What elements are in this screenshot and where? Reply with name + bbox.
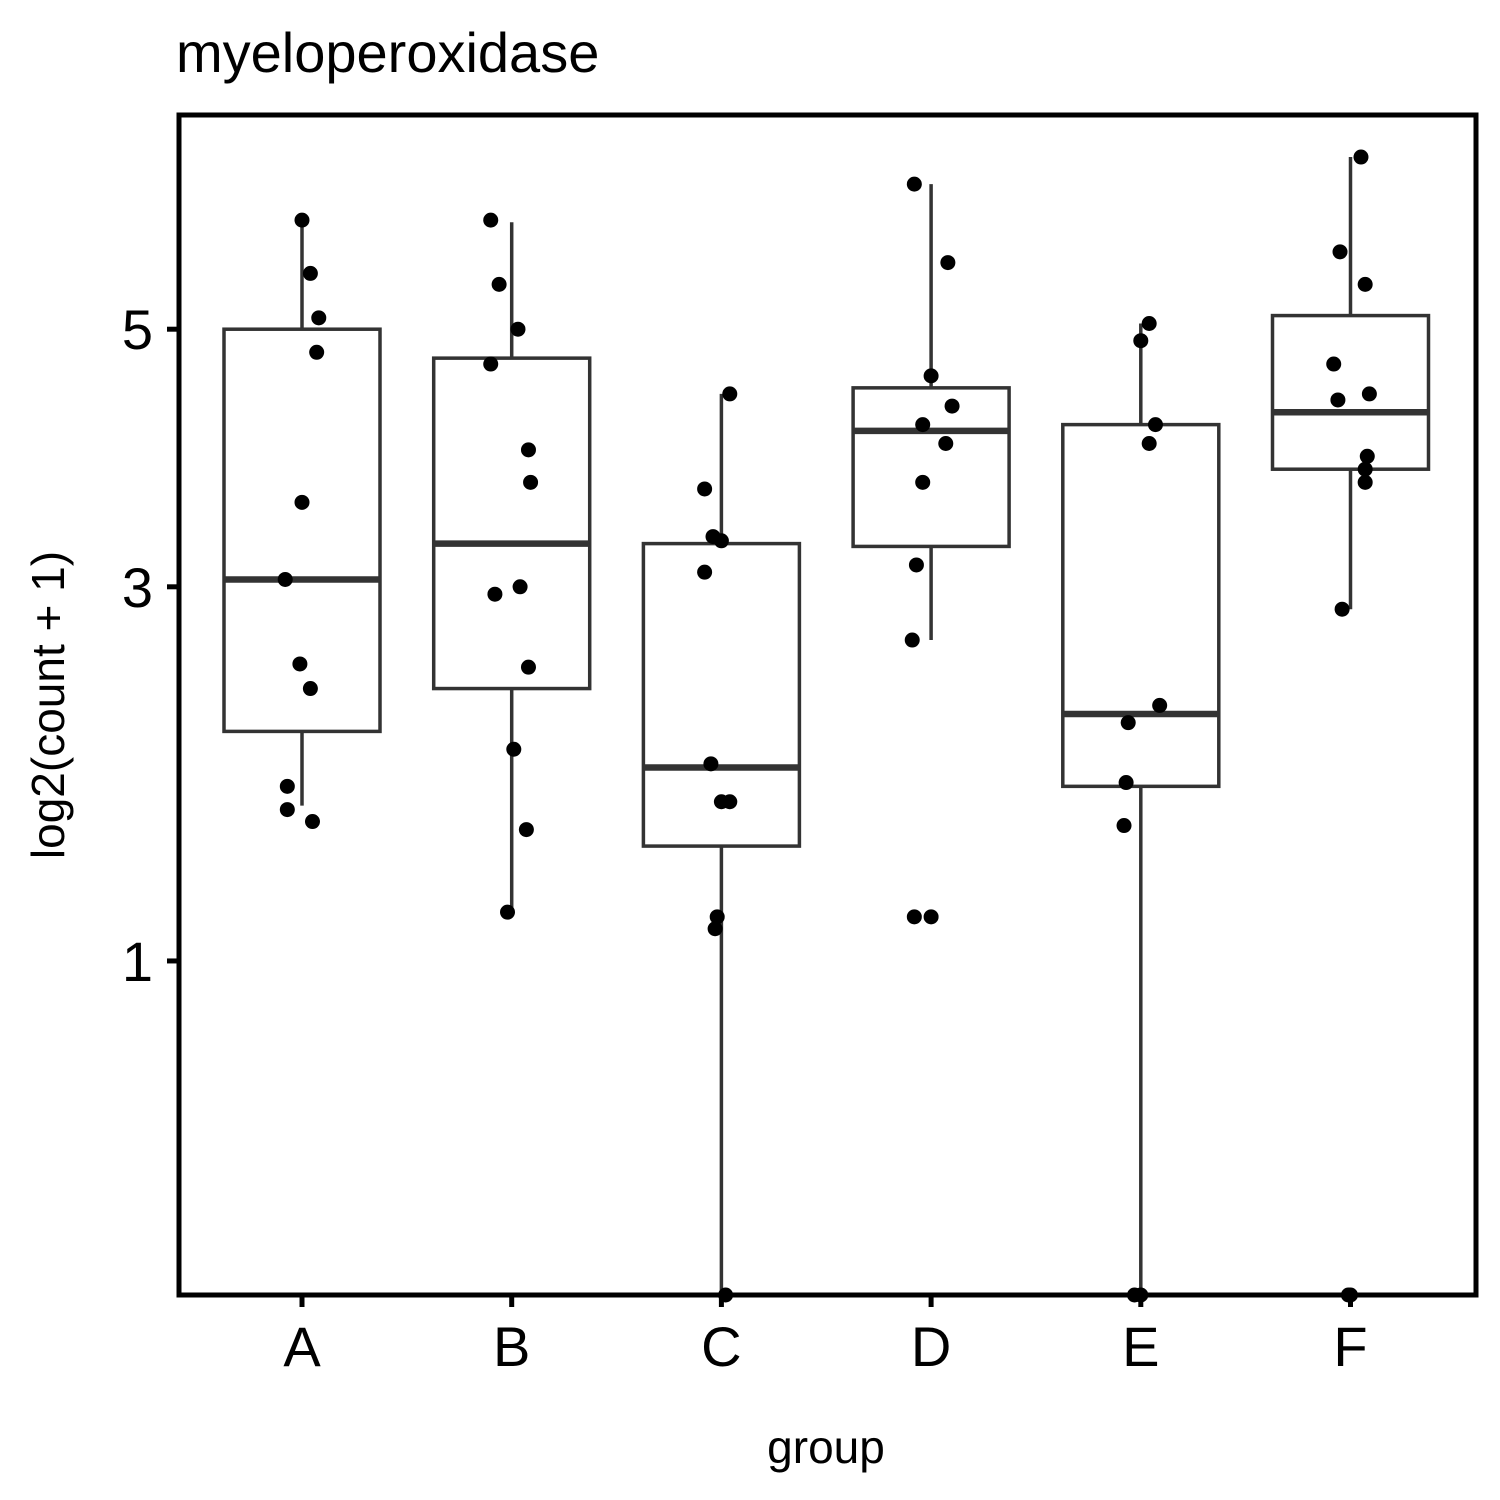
data-point-B [483,356,499,372]
data-point-A [294,494,310,510]
data-point-F [1326,356,1342,372]
data-point-C [722,794,738,810]
data-point-D [906,176,922,192]
data-point-B [491,276,507,292]
data-point-C [697,481,713,497]
y-tick-label: 1 [122,930,153,993]
plot-frame [176,112,1479,1298]
data-point-A [302,265,318,281]
boxes-layer [222,157,1431,1295]
box-D [851,184,1011,641]
data-point-B [523,474,539,490]
data-point-F [1332,244,1348,260]
x-tick-label: F [1333,1315,1367,1378]
data-point-D [906,909,922,925]
data-point-D [940,255,956,271]
x-tick-label: E [1122,1315,1159,1378]
data-point-E [1118,775,1134,791]
y-tick-label: 3 [122,556,153,619]
data-point-B [518,822,534,838]
data-point-A [302,681,318,697]
box-F [1270,157,1431,610]
y-tick-label: 5 [122,298,153,361]
x-axis: A B C D E F [283,1295,1368,1378]
data-point-F [1357,474,1373,490]
data-point-E [1141,435,1157,451]
data-point-D [908,557,924,573]
data-point-D [915,417,931,433]
data-point-E [1141,316,1157,332]
data-point-B [520,442,536,458]
data-point-F [1359,448,1375,464]
data-point-C [722,386,738,402]
data-point-E [1116,818,1132,834]
data-point-D [923,368,939,384]
data-point-F [1357,276,1373,292]
box-C [641,393,802,1295]
data-point-F [1361,386,1377,402]
data-point-D [938,435,954,451]
iqr-box [1061,422,1221,789]
data-point-A [304,814,320,830]
data-point-C [697,564,713,580]
data-point-B [500,904,516,920]
x-axis-label: group [767,1421,885,1473]
x-tick-label: B [493,1315,530,1378]
data-point-D [944,398,960,414]
box-A [222,220,382,806]
data-point-A [309,344,325,360]
y-axis-label: log2(count + 1) [22,551,74,859]
data-point-D [915,474,931,490]
data-point-B [506,741,522,757]
box-E [1061,323,1221,1295]
data-point-C [713,533,729,549]
iqr-box [431,356,592,691]
data-point-C [709,909,725,925]
data-point-B [510,321,526,337]
data-point-A [279,802,295,818]
iqr-box [851,386,1011,549]
data-point-D [923,909,939,925]
data-point-C [707,921,723,937]
data-point-F [1334,601,1350,617]
x-tick-label: D [911,1315,951,1378]
data-point-C [703,756,719,772]
data-point-A [311,310,327,326]
data-point-A [277,571,293,587]
data-point-F [1330,392,1346,408]
x-tick-label: C [701,1315,741,1378]
data-point-B [520,659,536,675]
data-point-A [292,656,308,672]
data-point-B [483,212,499,228]
data-point-F [1353,149,1369,165]
data-point-E [1147,417,1163,433]
x-tick-label: A [283,1315,321,1378]
data-point-D [904,632,920,648]
data-point-F [1357,461,1373,477]
data-point-B [487,586,503,602]
data-point-E [1152,697,1168,713]
data-point-E [1133,333,1149,349]
data-point-B [512,579,528,595]
iqr-box [1270,313,1431,471]
data-point-A [279,778,295,794]
chart-title: myeloperoxidase [176,21,599,84]
y-axis: 1 3 5 [122,298,179,993]
data-point-A [294,212,310,228]
data-point-E [1120,715,1136,731]
box-B [431,222,592,913]
